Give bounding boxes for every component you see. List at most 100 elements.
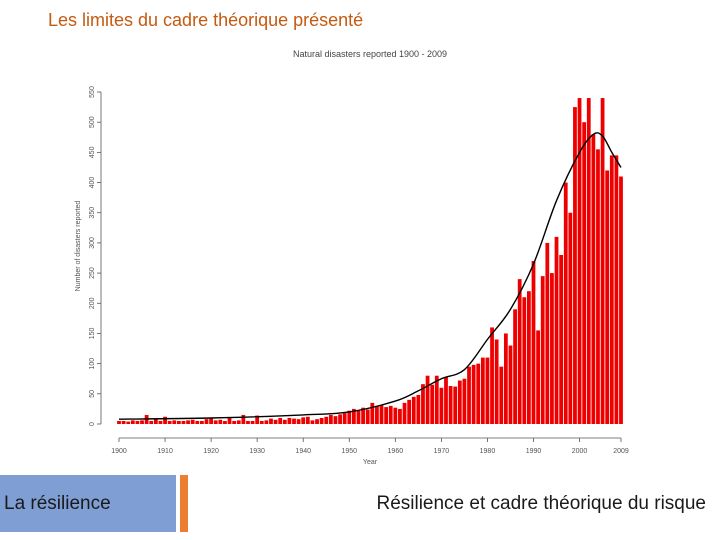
bar-1955 bbox=[370, 402, 375, 424]
y-tick-label-0: 0 bbox=[89, 422, 96, 426]
y-tick-label-350: 350 bbox=[89, 207, 96, 219]
x-tick-label-1920: 1920 bbox=[203, 448, 219, 455]
bar-1916 bbox=[190, 419, 195, 424]
bar-1944 bbox=[319, 417, 324, 424]
bar-1979 bbox=[480, 357, 485, 424]
bar-1977 bbox=[471, 364, 476, 424]
bar-1985 bbox=[508, 345, 513, 424]
bar-2005 bbox=[600, 98, 605, 424]
bar-1911 bbox=[167, 420, 172, 424]
bar-1997 bbox=[563, 182, 568, 424]
bar-2006 bbox=[605, 170, 610, 424]
y-tick-label-250: 250 bbox=[89, 267, 96, 279]
bar-1914 bbox=[181, 420, 186, 424]
bar-1975 bbox=[462, 378, 467, 424]
bar-1948 bbox=[338, 414, 342, 424]
bar-2000 bbox=[577, 98, 582, 424]
y-tick-label-300: 300 bbox=[89, 237, 96, 249]
bar-1913 bbox=[176, 420, 181, 424]
bar-1935 bbox=[278, 417, 283, 424]
bar-1964 bbox=[411, 396, 416, 424]
x-tick-label-2009: 2009 bbox=[613, 448, 629, 455]
tab-la-resilience-label: La résilience bbox=[4, 492, 111, 514]
bar-1999 bbox=[573, 107, 577, 424]
bar-1912 bbox=[172, 420, 177, 424]
bar-1990 bbox=[531, 261, 536, 424]
chart-axes bbox=[100, 92, 621, 439]
bar-1909 bbox=[158, 420, 163, 424]
bar-1973 bbox=[453, 386, 458, 424]
bar-1988 bbox=[522, 297, 527, 424]
bar-1938 bbox=[292, 418, 296, 424]
bar-1956 bbox=[375, 405, 379, 424]
x-axis-ticks: 1900 1910 1920 1930 1940 1950 1960 1970 1980 1990… bbox=[111, 438, 629, 455]
bar-1963 bbox=[407, 399, 412, 424]
bar-2003 bbox=[591, 134, 596, 424]
bar-1947 bbox=[333, 416, 338, 424]
bar-1939 bbox=[296, 419, 301, 424]
bar-1968 bbox=[430, 384, 435, 424]
bar-1987 bbox=[517, 279, 522, 424]
bar-1978 bbox=[476, 363, 481, 424]
bar-1922 bbox=[218, 419, 223, 424]
bar-1954 bbox=[365, 409, 370, 424]
bar-1953 bbox=[361, 407, 365, 424]
y-tick-label-400: 400 bbox=[89, 177, 96, 189]
disaster-chart: Natural disasters reported 1900 - 2009 0… bbox=[75, 49, 629, 466]
y-tick-label-100: 100 bbox=[89, 358, 96, 370]
bar-1983 bbox=[499, 366, 504, 424]
x-tick-label-1910: 1910 bbox=[157, 448, 173, 455]
bar-1967 bbox=[425, 375, 430, 424]
tab-la-resilience[interactable]: La résilience bbox=[0, 475, 176, 532]
bar-1933 bbox=[269, 418, 273, 424]
bar-1974 bbox=[457, 380, 462, 424]
y-axis-ticks: 0 50 100 150 200 250 300 350 400 450 500 550 bbox=[89, 86, 101, 426]
bar-2004 bbox=[596, 149, 600, 424]
y-tick-label-50: 50 bbox=[89, 390, 96, 398]
bar-2002 bbox=[586, 98, 591, 424]
bar-2009 bbox=[619, 176, 623, 424]
x-tick-label-2000: 2000 bbox=[572, 448, 588, 455]
bar-1952 bbox=[356, 410, 361, 424]
bar-1995 bbox=[554, 236, 559, 424]
bar-1923 bbox=[223, 420, 227, 424]
x-tick-label-1950: 1950 bbox=[341, 448, 357, 455]
bar-1960 bbox=[393, 407, 398, 424]
bar-1925 bbox=[232, 420, 237, 424]
bar-1981 bbox=[490, 327, 494, 424]
bar-1998 bbox=[568, 212, 573, 424]
bar-1904 bbox=[135, 420, 140, 424]
bar-1966 bbox=[421, 384, 425, 424]
slide-title: Les limites du cadre théorique présenté bbox=[48, 10, 364, 30]
bar-1950 bbox=[347, 410, 352, 424]
bar-1907 bbox=[149, 420, 154, 424]
bar-1957 bbox=[379, 405, 384, 424]
bar-1936 bbox=[282, 419, 287, 424]
bar-1932 bbox=[264, 420, 269, 424]
bar-1908 bbox=[153, 419, 158, 424]
bar-1900 bbox=[117, 420, 121, 424]
bar-1959 bbox=[388, 405, 393, 424]
bar-2008 bbox=[614, 155, 619, 424]
bar-1930 bbox=[255, 415, 260, 424]
bar-1958 bbox=[384, 407, 389, 424]
x-tick-label-1930: 1930 bbox=[249, 448, 265, 455]
bar-1926 bbox=[236, 420, 241, 424]
bar-1910 bbox=[163, 416, 167, 424]
bar-1976 bbox=[467, 366, 471, 424]
bar-1946 bbox=[328, 414, 333, 424]
y-axis-title: Number of disasters reported bbox=[75, 201, 82, 292]
bar-1989 bbox=[527, 291, 531, 424]
tab-resilience-cadre-theorique-background bbox=[188, 475, 720, 532]
bar-1920 bbox=[209, 418, 213, 424]
tab-resilience-cadre-theorique[interactable]: Résilience et cadre théorique du risque bbox=[180, 475, 720, 532]
bar-1901 bbox=[121, 420, 126, 424]
bar-1980 bbox=[485, 357, 490, 424]
bar-1962 bbox=[402, 402, 407, 424]
bar-1915 bbox=[186, 420, 190, 424]
y-tick-label-500: 500 bbox=[89, 116, 96, 128]
bar-1969 bbox=[434, 375, 439, 424]
bar-1986 bbox=[513, 309, 517, 424]
y-tick-label-550: 550 bbox=[89, 86, 96, 98]
bar-1934 bbox=[273, 419, 278, 424]
